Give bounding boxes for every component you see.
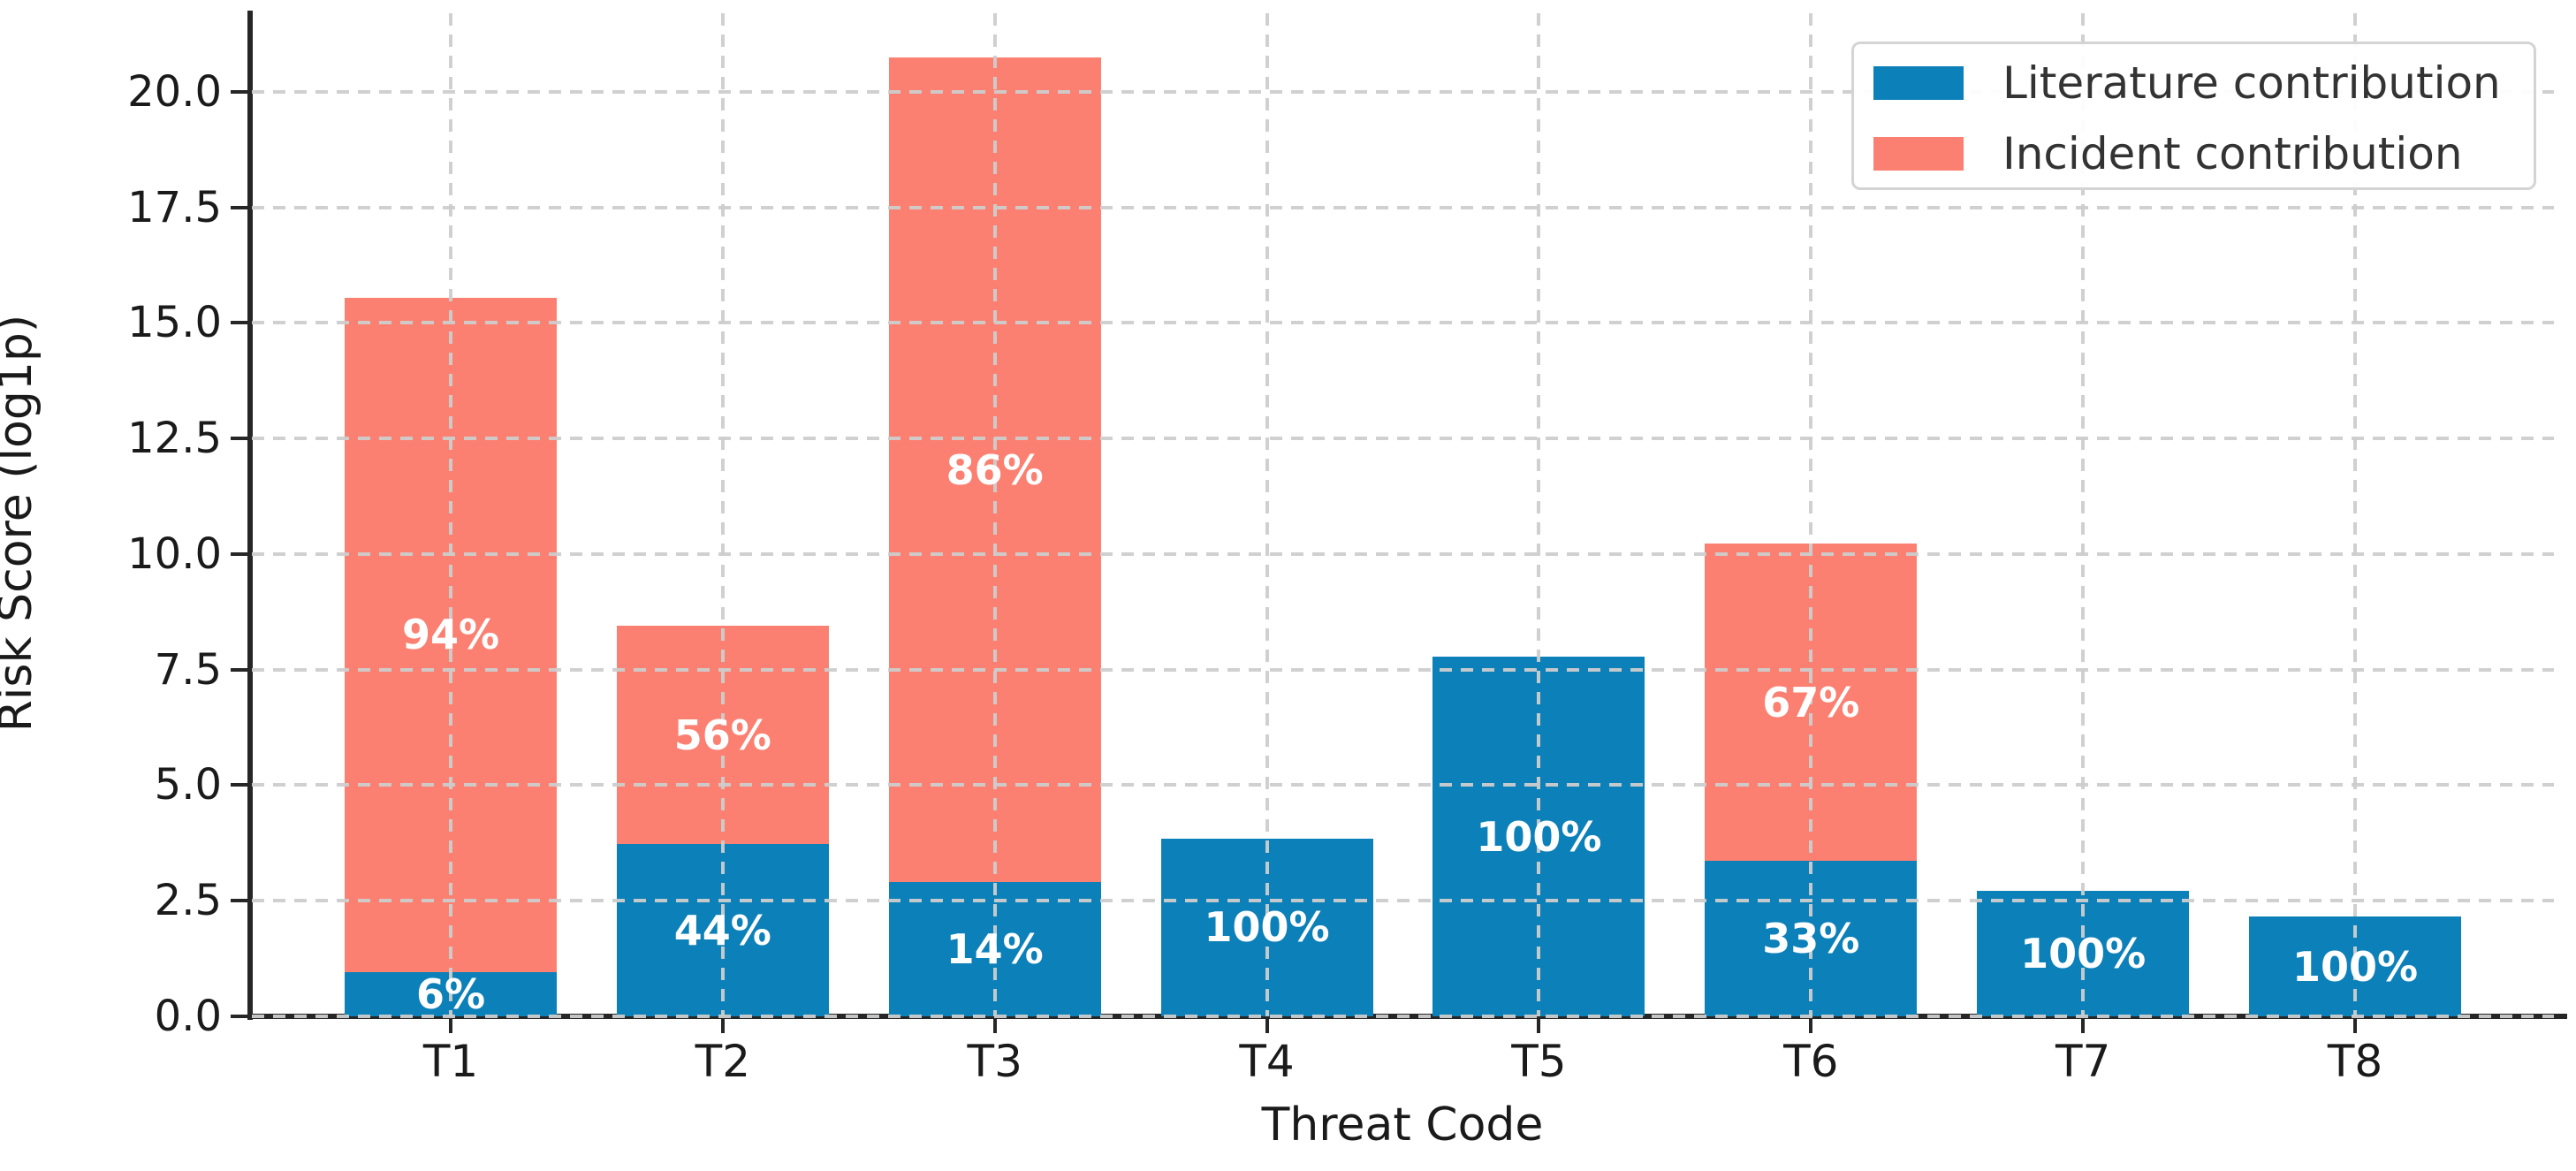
y-tick-mark bbox=[231, 899, 250, 903]
legend-label-incident: Incident contribution bbox=[2002, 128, 2463, 179]
y-tick-label: 12.5 bbox=[127, 414, 222, 464]
x-tick-mark bbox=[2353, 1019, 2357, 1033]
x-tick-label-T3: T3 bbox=[967, 1036, 1022, 1087]
y-gridline bbox=[252, 551, 2554, 556]
segment-percent-label: 14% bbox=[946, 925, 1044, 974]
x-tick-label-T2: T2 bbox=[695, 1036, 751, 1087]
y-tick-mark bbox=[231, 437, 250, 441]
x-gridline bbox=[449, 13, 452, 1016]
x-tick-label-T4: T4 bbox=[1239, 1036, 1295, 1087]
y-tick-label: 10.0 bbox=[127, 528, 222, 579]
y-tick-label: 15.0 bbox=[127, 298, 222, 348]
y-gridline bbox=[252, 1015, 2554, 1018]
y-tick-label: 5.0 bbox=[154, 760, 222, 810]
y-tick-label: 20.0 bbox=[127, 66, 222, 117]
x-tick-mark bbox=[1537, 1019, 1541, 1033]
x-gridline bbox=[1809, 13, 1813, 1016]
y-tick-mark bbox=[231, 205, 250, 209]
y-tick-label: 17.5 bbox=[127, 182, 222, 232]
y-tick-mark bbox=[231, 321, 250, 325]
segment-percent-label: 100% bbox=[2020, 929, 2147, 977]
x-tick-mark bbox=[1265, 1019, 1269, 1033]
x-gridline bbox=[2081, 13, 2086, 1016]
y-gridline bbox=[252, 89, 2554, 94]
x-tick-mark bbox=[1809, 1019, 1813, 1033]
segment-percent-label: 67% bbox=[1762, 678, 1860, 726]
y-tick-mark bbox=[231, 667, 250, 672]
y-gridline bbox=[252, 667, 2554, 672]
y-tick-label: 2.5 bbox=[154, 876, 222, 926]
y-tick-mark bbox=[231, 1015, 250, 1018]
y-tick-mark bbox=[231, 551, 250, 556]
legend-item-incident: Incident contribution bbox=[1854, 118, 2534, 189]
x-tick-label-T7: T7 bbox=[2055, 1036, 2111, 1087]
y-tick-label: 0.0 bbox=[154, 992, 222, 1041]
segment-percent-label: 86% bbox=[946, 445, 1044, 494]
incident-swatch bbox=[1873, 137, 1964, 171]
y-gridline bbox=[252, 783, 2554, 787]
x-tick-mark bbox=[2081, 1019, 2086, 1033]
y-gridline bbox=[252, 321, 2554, 325]
segment-percent-label: 33% bbox=[1762, 914, 1860, 962]
legend-item-literature: Literature contribution bbox=[1854, 48, 2534, 118]
y-gridline bbox=[252, 205, 2554, 209]
y-axis-spine bbox=[247, 11, 253, 1020]
plot-area: 6% 94% 44% 56% 14% 86% 100% 100% 33% 67% 100% 100% bbox=[252, 13, 2554, 1019]
x-tick-label-T1: T1 bbox=[422, 1036, 479, 1087]
x-tick-mark bbox=[449, 1019, 452, 1033]
segment-percent-label: 100% bbox=[1204, 903, 1330, 952]
y-gridline bbox=[252, 899, 2554, 903]
x-gridline bbox=[1537, 13, 1541, 1016]
segment-percent-label: 100% bbox=[2291, 942, 2419, 991]
legend-label-literature: Literature contribution bbox=[2002, 57, 2501, 109]
segment-percent-label: 100% bbox=[1476, 812, 1602, 861]
x-gridline bbox=[720, 13, 725, 1016]
x-tick-mark bbox=[992, 1019, 997, 1033]
y-gridline bbox=[252, 437, 2554, 441]
x-tick-label-T5: T5 bbox=[1511, 1036, 1567, 1087]
y-tick-label: 7.5 bbox=[154, 644, 222, 695]
segment-percent-label: 6% bbox=[415, 970, 486, 1019]
segment-percent-label: 94% bbox=[401, 611, 500, 659]
x-tick-mark bbox=[720, 1019, 725, 1033]
x-tick-label-T8: T8 bbox=[2327, 1036, 2383, 1087]
literature-swatch bbox=[1873, 66, 1964, 100]
y-tick-mark bbox=[231, 89, 250, 94]
x-gridline bbox=[992, 13, 997, 1016]
x-tick-label-T6: T6 bbox=[1783, 1036, 1839, 1087]
legend: Literature contribution Incident contrib… bbox=[1851, 42, 2536, 190]
segment-percent-label: 56% bbox=[673, 711, 771, 759]
x-gridline bbox=[2353, 13, 2357, 1016]
y-tick-mark bbox=[231, 783, 250, 787]
x-gridline bbox=[1265, 13, 1269, 1016]
y-axis-title: Risk Score (log1p) bbox=[0, 314, 42, 733]
x-axis-title: Threat Code bbox=[1261, 1099, 1544, 1152]
segment-percent-label: 44% bbox=[673, 906, 771, 954]
